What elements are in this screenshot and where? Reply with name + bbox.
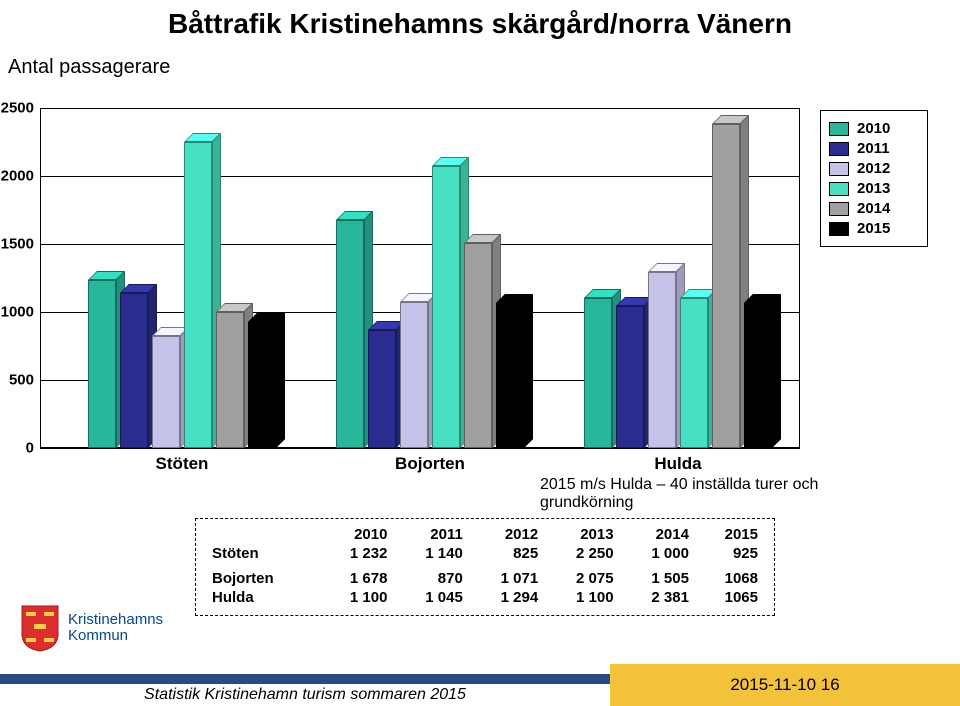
table-header: 2010	[318, 525, 393, 544]
y-tick-label: 0	[26, 440, 34, 457]
chart-title: Båttrafik Kristinehamns skärgård/norra V…	[0, 8, 960, 40]
table-row: Bojorten1 6788701 0712 0751 5051068	[206, 569, 764, 588]
table-row: Stöten1 2321 1408252 2501 000925	[206, 544, 764, 563]
legend: 2010 2011 2012 2013 2014 2015	[820, 110, 928, 247]
chart-note: 2015 m/s Hulda – 40 inställda turer och …	[540, 476, 840, 513]
legend-item: 2010	[829, 120, 919, 137]
category-label: Bojorten	[395, 454, 465, 474]
shield-icon	[20, 604, 60, 652]
chart-subtitle: Antal passagerare	[8, 56, 170, 79]
y-tick-label: 2000	[1, 168, 34, 185]
municipality-logo: Kristinehamns Kommun	[20, 604, 163, 652]
table-row: Hulda1 1001 0451 2941 1002 3811065	[206, 588, 764, 607]
footer: Statistik Kristinehamn turism sommaren 2…	[0, 664, 960, 706]
table-header: 2013	[544, 525, 619, 544]
legend-item: 2012	[829, 160, 919, 177]
legend-item: 2013	[829, 180, 919, 197]
bar	[496, 294, 533, 448]
bar	[744, 294, 781, 448]
legend-item: 2014	[829, 200, 919, 217]
table-header: 2012	[469, 525, 544, 544]
legend-item: 2015	[829, 220, 919, 237]
legend-item: 2011	[829, 140, 919, 157]
table-header: 2014	[620, 525, 695, 544]
logo-text-line2: Kommun	[68, 628, 163, 645]
y-tick-label: 1000	[1, 304, 34, 321]
table-header: 2015	[695, 525, 764, 544]
footer-date-page: 2015-11-10 16	[730, 675, 839, 695]
bar	[248, 313, 285, 448]
y-tick-label: 2500	[1, 100, 34, 117]
category-label: Stöten	[156, 454, 209, 474]
footer-center-text: Statistik Kristinehamn turism sommaren 2…	[0, 686, 610, 704]
data-table: 201020112012201320142015Stöten1 2321 140…	[195, 518, 775, 616]
y-tick-label: 500	[9, 372, 34, 389]
chart: StötenBojortenHulda 05001000150020002500	[40, 88, 800, 468]
table-header: 2011	[393, 525, 468, 544]
logo-text-line1: Kristinehamns	[68, 612, 163, 629]
y-tick-label: 1500	[1, 236, 34, 253]
category-label: Hulda	[654, 454, 701, 474]
table-header	[206, 525, 318, 544]
